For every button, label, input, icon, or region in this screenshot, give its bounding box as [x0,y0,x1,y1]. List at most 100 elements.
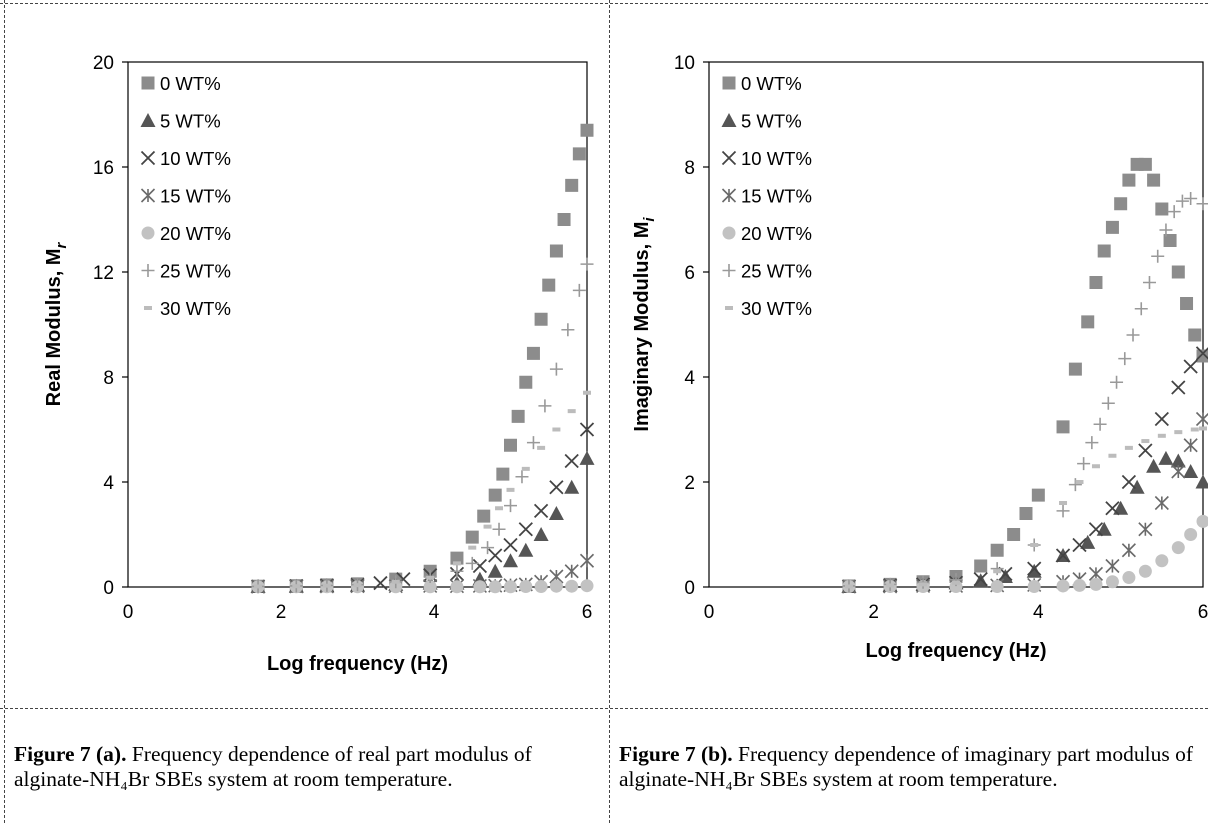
data-point [567,409,576,414]
data-point [496,467,510,481]
series-30-wtpct [254,390,591,589]
data-point [557,213,571,226]
data-point [1138,157,1152,171]
data-point [1183,359,1198,374]
data-point [495,506,504,511]
data-point [916,575,930,589]
legend-marker [140,150,156,166]
data-point [537,445,546,450]
data-point [1027,579,1041,593]
legend-label: 30 WT% [160,298,231,319]
data-point [487,563,503,578]
series-20-wtpct [842,514,1208,593]
data-point [1171,541,1185,555]
data-point [1175,194,1189,208]
data-point [1167,205,1181,219]
legend-label: 15 WT% [160,186,231,207]
legend-marker [721,150,737,166]
data-point [1184,528,1198,541]
data-point [452,561,461,566]
data-point [1171,464,1186,479]
series-15-wtpct [841,411,1208,594]
data-point [1027,561,1042,576]
data-point [1081,315,1095,329]
data-point [1184,192,1198,205]
legend-label: 10 WT% [160,148,231,169]
legend-label: 15 WT% [741,186,812,207]
data-point [1113,500,1129,515]
data-point [1118,352,1132,366]
data-point [1085,436,1099,450]
x-axis-title: Log frequency (Hz) [267,653,448,675]
data-point [504,499,517,513]
data-point [506,487,515,492]
legend-label: 10 WT% [741,148,812,169]
legend-marker [141,226,155,240]
data-point [1097,244,1111,258]
legend-marker [141,76,155,90]
data-point [549,579,563,593]
legend-label: 0 WT% [741,73,802,94]
data-point [353,583,362,588]
legend-marker [725,306,733,310]
data-point [488,488,502,502]
caption-figure-7b: Figure 7 (b). Frequency dependence of im… [619,742,1204,792]
x-tick-label: 6 [582,602,593,623]
caption-text: Frequency dependence of imaginary part m… [619,742,1193,791]
data-point [1056,420,1070,434]
data-point [450,564,464,578]
legend-marker [141,264,155,277]
y-tick-label: 2 [684,473,695,494]
data-point [1199,426,1207,431]
legend-label: 5 WT% [160,111,221,132]
data-point [521,466,530,471]
data-point [1068,362,1082,376]
data-point [533,503,549,519]
x-tick-label: 0 [123,602,134,623]
data-point [519,579,533,593]
data-point [254,584,263,589]
legend-label: 25 WT% [160,261,231,282]
data-point [552,427,561,432]
data-point [1093,417,1107,431]
chart-imaginary-modulus: 0 2 4 6 8 10 0 2 4 6 Log frequency (Hz) Imaginary M… [631,53,1208,662]
data-point [1108,453,1117,458]
y-tick-label: 0 [103,578,114,599]
data-point [549,244,563,258]
data-point [548,506,564,520]
data-point [1122,571,1136,585]
legend-label: 5 WT% [741,111,802,132]
legend-label: 30 WT% [741,298,812,319]
data-point [450,580,464,594]
y-axis-title: Imaginary Modulus, Mi [631,217,658,432]
data-point [1155,202,1169,216]
data-point [1163,234,1177,247]
data-point [1105,558,1120,574]
table-column-divider [609,0,610,823]
y-tick-label: 8 [684,158,695,179]
data-point [1157,433,1166,438]
data-point [1196,349,1208,363]
x-tick-label: 2 [276,602,287,623]
y-tick-label: 10 [674,53,695,74]
data-point [1155,554,1169,568]
data-point [1077,457,1091,471]
legend-marker [721,113,737,127]
data-point [1110,375,1124,389]
data-point [503,537,518,553]
data-point [465,530,479,544]
y-tick-label: 16 [93,158,114,179]
data-point [542,278,556,292]
data-point [1056,579,1070,593]
data-point [993,569,1002,574]
data-point [579,553,595,568]
data-point [504,580,517,594]
data-point [580,257,594,271]
data-point [1151,249,1165,263]
y-tick-label: 8 [103,368,114,389]
data-point [511,409,525,423]
data-point [1055,548,1071,563]
table-row-divider [0,708,1208,709]
data-point [1190,427,1199,432]
data-point [1138,443,1153,458]
